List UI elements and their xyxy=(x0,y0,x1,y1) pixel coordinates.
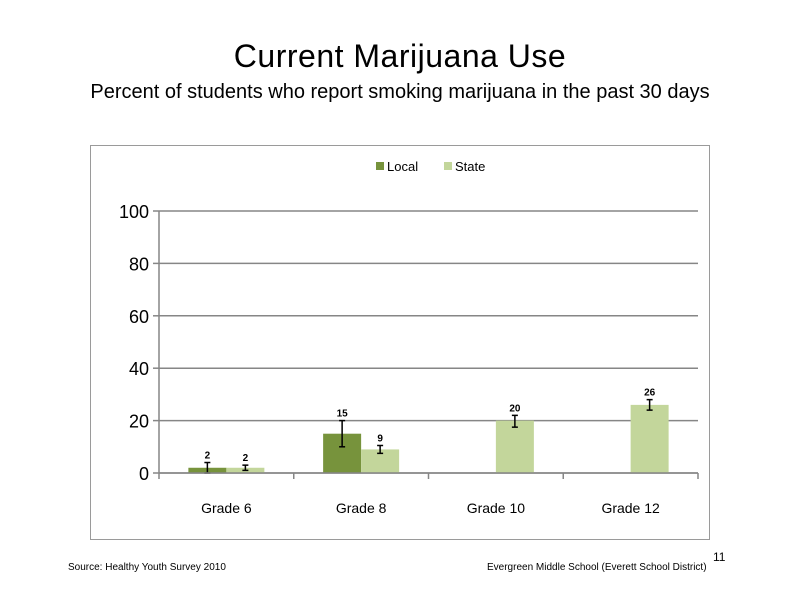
legend-label-local: Local xyxy=(387,159,418,174)
data-label: 20 xyxy=(509,403,521,414)
data-label: 15 xyxy=(337,409,349,420)
data-label: 2 xyxy=(243,453,249,464)
bar-state xyxy=(630,404,669,473)
x-tick-label: Grade 6 xyxy=(201,500,252,516)
y-tick-label: 100 xyxy=(119,202,149,222)
source-note: Source: Healthy Youth Survey 2010 xyxy=(68,562,226,573)
y-tick-label: 80 xyxy=(129,254,149,274)
y-tick-label: 0 xyxy=(139,464,149,484)
organization-note: Evergreen Middle School (Everett School … xyxy=(487,562,707,573)
chart-title: Current Marijuana Use xyxy=(233,38,567,74)
x-tick-label: Grade 12 xyxy=(601,500,660,516)
legend-swatch-local xyxy=(376,162,384,170)
bar-state xyxy=(495,420,534,473)
bar-state xyxy=(361,449,400,473)
y-tick-label: 40 xyxy=(129,359,149,379)
chart-subtitle: Percent of students who report smoking m… xyxy=(90,81,710,103)
x-tick-label: Grade 10 xyxy=(467,500,526,516)
bar-chart: 0 20 40 60 80 100 Grade 6 Grade 8 Grade 10 Grade … xyxy=(119,159,699,516)
page-number: 11 xyxy=(713,550,726,564)
legend-swatch-state xyxy=(444,162,452,170)
y-tick-label: 60 xyxy=(129,307,149,327)
data-label: 2 xyxy=(205,451,211,462)
data-label: 26 xyxy=(644,388,656,399)
y-tick-label: 20 xyxy=(129,412,149,432)
chart-area: 0 20 40 60 80 100 Grade 6 Grade 8 Grade 10 Grade … xyxy=(90,145,710,540)
x-tick-label: Grade 8 xyxy=(336,500,387,516)
legend-label-state: State xyxy=(455,159,485,174)
data-label: 9 xyxy=(377,433,383,444)
